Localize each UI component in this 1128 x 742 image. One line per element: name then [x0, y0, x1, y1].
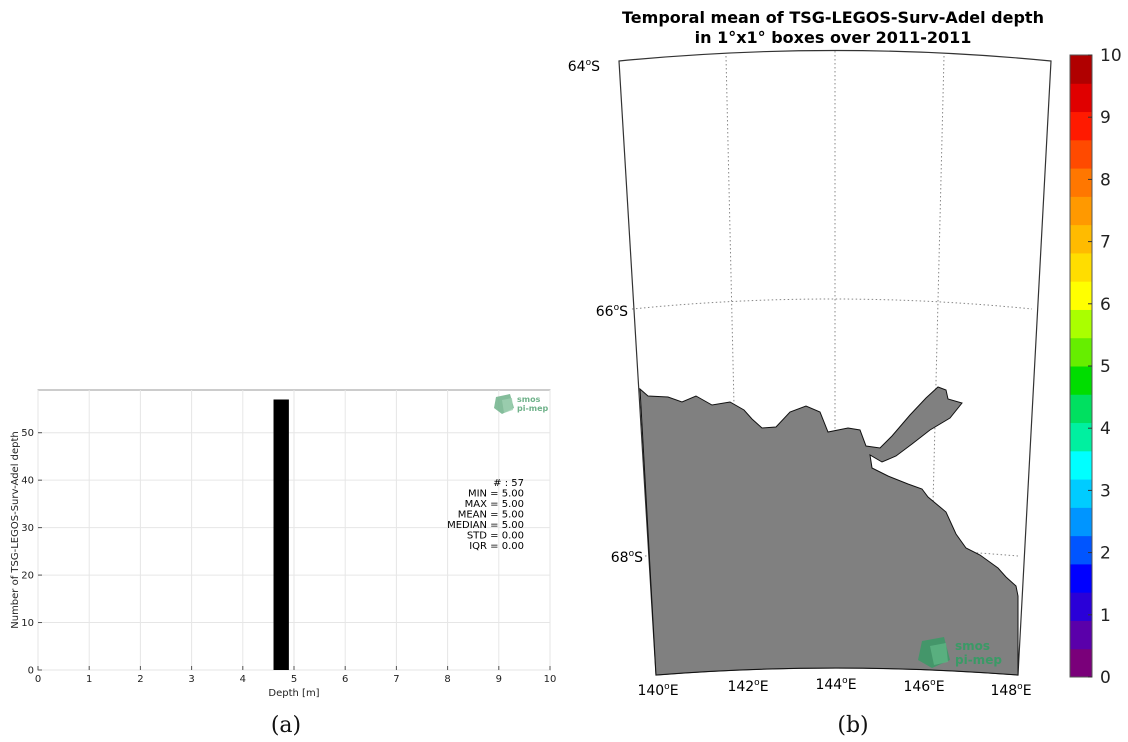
- x-tick-label: 8: [444, 674, 450, 685]
- map-logo: smos pi-mep: [918, 637, 1002, 668]
- histogram-gridlines: [37, 390, 551, 671]
- colorbar-tick-label: 6: [1100, 295, 1111, 315]
- histogram-x-axis-label: Depth [m]: [268, 688, 319, 699]
- histogram-y-ticks: 0 10 20 30 40 50: [21, 428, 42, 677]
- colorbar-segment: [1070, 252, 1092, 282]
- colorbar-segment: [1070, 366, 1092, 395]
- x-tick-label: 7: [393, 674, 399, 685]
- colorbar-segment: [1070, 535, 1092, 565]
- colorbar-segment: [1070, 507, 1092, 537]
- colorbar-segment: [1070, 479, 1092, 508]
- histogram-x-ticks: 0 1 2 3 4 5 6 7 8 9 10: [35, 666, 557, 685]
- colorbar-tick-label: 10: [1100, 46, 1122, 66]
- x-tick-label: 10: [544, 674, 557, 685]
- colorbar-segment: [1070, 620, 1092, 650]
- lon-label-140: 140oE: [637, 682, 678, 699]
- map-panel: Temporal mean of TSG-LEGOS-Surv-Adel dep…: [568, 8, 1122, 738]
- panel-a-caption: (a): [271, 713, 301, 738]
- colorbar-tick-label: 4: [1100, 419, 1111, 439]
- x-tick-label: 0: [35, 674, 41, 685]
- colorbar-tick-label: 5: [1100, 357, 1111, 377]
- map-logo-text-2: pi-mep: [955, 653, 1002, 667]
- lat-label-66: 66oS: [596, 303, 628, 320]
- svg-text:68oS: 68oS: [611, 549, 643, 566]
- histogram-logo-text-2: pi-mep: [517, 404, 549, 413]
- antarctic-land: [639, 386, 1019, 676]
- colorbar-segment: [1070, 196, 1092, 226]
- x-tick-label: 2: [137, 674, 143, 685]
- map-lat-labels: 64oS 66oS 68oS: [568, 58, 643, 566]
- colorbar-segment: [1070, 563, 1092, 593]
- panel-b-caption: (b): [837, 713, 868, 738]
- colorbar-tick-label: 3: [1100, 481, 1111, 501]
- svg-text:66oS: 66oS: [596, 303, 628, 320]
- colorbar-segment: [1070, 422, 1092, 452]
- stat-line: # : 57: [493, 478, 524, 489]
- colorbar-tick-label: 1: [1100, 606, 1111, 626]
- histogram-bars: [273, 399, 289, 670]
- colorbar-segment: [1070, 55, 1092, 84]
- colorbar-segment: [1070, 394, 1092, 424]
- colorbar-segment: [1070, 592, 1092, 621]
- smos-logo-icon: [918, 637, 950, 668]
- colorbar-tick-label: 8: [1100, 170, 1111, 190]
- lon-label-146: 146oE: [903, 678, 944, 695]
- y-tick-label: 40: [21, 476, 34, 487]
- y-tick-label: 20: [21, 571, 34, 582]
- lon-label-142: 142oE: [727, 678, 768, 695]
- lat-label-68: 68oS: [611, 549, 643, 566]
- y-tick-label: 30: [21, 523, 34, 534]
- histogram-logo: smos pi-mep: [494, 394, 549, 414]
- stat-line: MIN = 5.00: [468, 489, 524, 500]
- stat-line: MEAN = 5.00: [458, 510, 524, 521]
- smos-logo-icon: [494, 394, 514, 414]
- map-logo-text-1: smos: [955, 639, 990, 653]
- colorbar-segment: [1070, 648, 1092, 678]
- lat-label-64: 64oS: [568, 58, 600, 75]
- colorbar-segment: [1070, 309, 1092, 339]
- histogram-y-axis-label: Number of TSG-LEGOS-Surv-Adel depth: [10, 431, 21, 629]
- y-tick-label: 50: [21, 428, 34, 439]
- x-tick-label: 5: [291, 674, 297, 685]
- colorbar-tick-label: 7: [1100, 233, 1111, 253]
- x-tick-label: 1: [86, 674, 92, 685]
- stat-line: STD = 0.00: [467, 531, 524, 542]
- map-subtitle: in 1°x1° boxes over 2011-2011: [695, 28, 972, 47]
- lon-label-148: 148oE: [990, 682, 1031, 699]
- histogram-logo-text-1: smos: [517, 395, 541, 404]
- x-tick-label: 9: [496, 674, 502, 685]
- y-tick-label: 10: [21, 618, 34, 629]
- colorbar-segment: [1070, 224, 1092, 254]
- colorbar-segment: [1070, 450, 1092, 480]
- stat-line: IQR = 0.00: [469, 541, 524, 552]
- colorbar-segment: [1070, 168, 1092, 197]
- colorbar-tick-label: 2: [1100, 544, 1111, 564]
- stat-line: MEDIAN = 5.00: [447, 520, 524, 531]
- colorbar-segment: [1070, 281, 1092, 310]
- colorbar-ticks: 0 1 2 3 4 5 6 7 8 9 10: [1088, 46, 1122, 688]
- histogram-bar: [273, 399, 289, 670]
- map-graticule: [631, 51, 1033, 669]
- lon-label-144: 144oE: [815, 676, 856, 693]
- stat-line: MAX = 5.00: [465, 499, 524, 510]
- colorbar-tick-label: 9: [1100, 108, 1111, 128]
- colorbar-tick-label: 0: [1100, 668, 1111, 688]
- colorbar-segment: [1070, 139, 1092, 169]
- colorbar-segment: [1070, 337, 1092, 367]
- map-lon-labels: 140oE 142oE 144oE 146oE 148oE: [637, 676, 1031, 699]
- svg-text:64oS: 64oS: [568, 58, 600, 75]
- colorbar-segment: [1070, 83, 1092, 113]
- x-tick-label: 4: [240, 674, 246, 685]
- x-tick-label: 6: [342, 674, 348, 685]
- map-title: Temporal mean of TSG-LEGOS-Surv-Adel dep…: [622, 8, 1044, 27]
- parallel-66: [631, 298, 1033, 310]
- x-tick-label: 3: [188, 674, 194, 685]
- colorbar-segment: [1070, 111, 1092, 141]
- histogram-panel: 0 1 2 3 4 5 6 7 8 9 10 0 10 20 30 40 50 Depth [m] Numbe…: [10, 389, 557, 738]
- y-tick-label: 0: [28, 666, 34, 677]
